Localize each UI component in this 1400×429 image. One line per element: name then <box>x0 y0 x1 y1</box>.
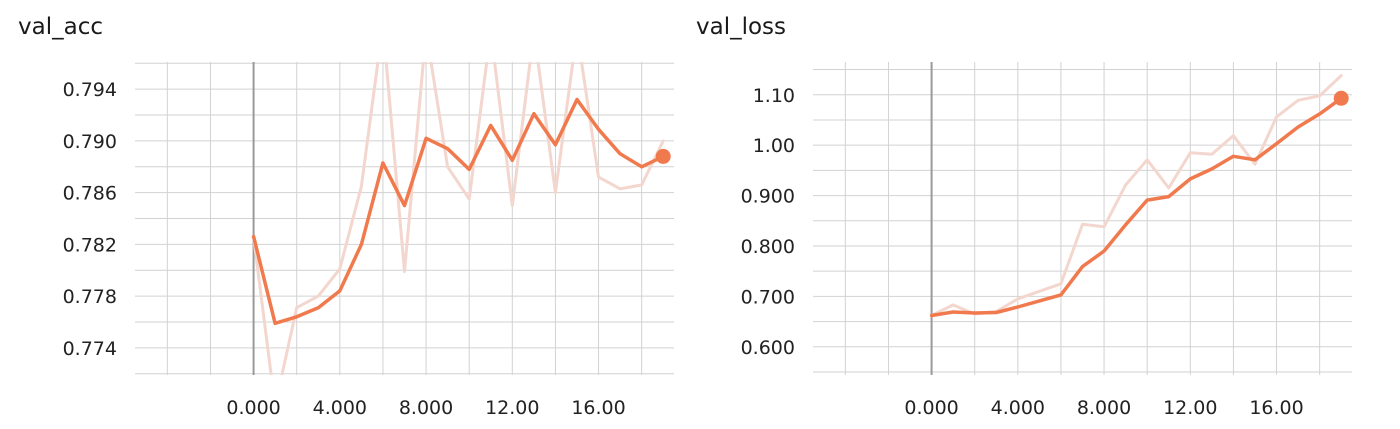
chart-title: val_acc <box>18 14 103 40</box>
x-tick-label: 0.000 <box>904 397 958 419</box>
raw-series-line <box>252 62 665 375</box>
raw-series-line <box>930 74 1343 317</box>
val-loss-plot[interactable]: 0.600 0.700 0.800 0.900 1.00 1.10 0.000 4.000 8.… <box>678 0 1358 429</box>
x-tick-label: 0.000 <box>226 397 280 419</box>
y-tick-label: 0.700 <box>741 286 795 308</box>
x-tick-label: 8.000 <box>399 397 453 419</box>
x-tick-label: 16.00 <box>1249 397 1303 419</box>
val-acc-chart: val_acc 0.774 0.778 0.782 0.786 0.790 0.794 0.… <box>0 0 680 429</box>
chart-title: val_loss <box>696 14 787 40</box>
y-tick-label: 0.600 <box>741 337 795 359</box>
y-tick-label: 0.782 <box>63 234 117 256</box>
last-point-marker <box>1333 90 1349 106</box>
x-tick-label: 16.00 <box>571 397 625 419</box>
y-tick-label: 0.900 <box>741 186 795 208</box>
y-tick-label: 0.786 <box>63 183 117 205</box>
last-point-marker <box>655 148 671 164</box>
y-tick-label: 0.774 <box>63 338 117 360</box>
x-tick-label: 4.000 <box>313 397 367 419</box>
val-acc-plot[interactable]: 0.774 0.778 0.782 0.786 0.790 0.794 0.000 4.000… <box>0 0 680 429</box>
val-loss-chart: val_loss 0.600 0.700 0.800 0.900 1.00 1.10 0.0… <box>678 0 1358 429</box>
x-tick-label: 4.000 <box>991 397 1045 419</box>
y-tick-label: 0.800 <box>741 236 795 258</box>
y-tick-label: 1.00 <box>753 135 795 157</box>
x-tick-label: 8.000 <box>1077 397 1131 419</box>
x-tick-label: 12.00 <box>485 397 539 419</box>
y-tick-label: 0.790 <box>63 131 117 153</box>
y-tick-label: 0.778 <box>63 286 117 308</box>
x-tick-label: 12.00 <box>1163 397 1217 419</box>
y-tick-label: 0.794 <box>63 79 117 101</box>
smoothed-series-line <box>251 97 665 326</box>
y-tick-label: 1.10 <box>753 85 795 107</box>
smoothed-series-line <box>929 96 1343 318</box>
